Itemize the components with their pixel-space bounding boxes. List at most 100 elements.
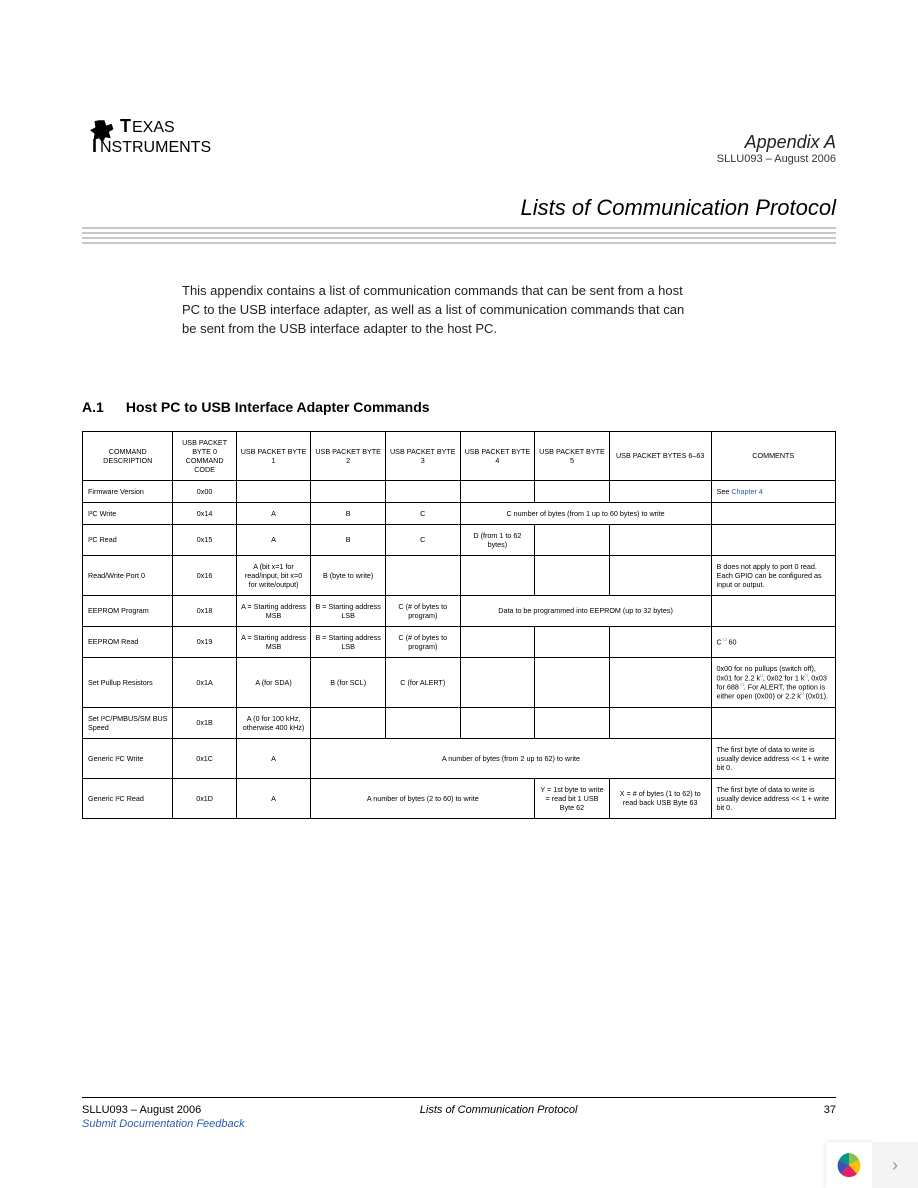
intro-paragraph: This appendix contains a list of communi… [182, 282, 696, 339]
table-cell: The first byte of data to write is usual… [711, 778, 835, 818]
color-logo-icon [826, 1142, 872, 1188]
table-header-cell: COMMAND DESCRIPTION [83, 431, 173, 480]
table-row: I²C Write0x14ABCC number of bytes (from … [83, 502, 836, 524]
table-row: EEPROM Program0x18A = Starting address M… [83, 595, 836, 626]
table-cell [460, 707, 535, 738]
table-cell [460, 555, 535, 595]
table-cell: 0x18 [173, 595, 236, 626]
table-cell: C □ 60 [711, 626, 835, 657]
table-cell: EEPROM Program [83, 595, 173, 626]
table-cell: C (# of bytes to program) [385, 595, 460, 626]
table-cell [535, 555, 610, 595]
table-cell: 0x1A [173, 657, 236, 707]
table-cell [609, 555, 711, 595]
table-cell: 0x15 [173, 524, 236, 555]
table-cell: Read/Write Port 0 [83, 555, 173, 595]
title-rules [82, 227, 836, 244]
table-cell: 0x00 for no pullups (switch off), 0x01 f… [711, 657, 835, 707]
table-cell [609, 657, 711, 707]
table-cell [535, 524, 610, 555]
table-cell: B = Starting address LSB [311, 626, 386, 657]
footer-left: SLLU093 – August 2006 [82, 1104, 201, 1116]
table-cell [311, 480, 386, 502]
table-cell: C (for ALERT) [385, 657, 460, 707]
doc-id: SLLU093 – August 2006 [717, 153, 836, 165]
table-cell [311, 707, 386, 738]
table-cell [609, 480, 711, 502]
page-header: T EXAS I NSTRUMENTS Appendix A SLLU093 –… [82, 110, 836, 165]
table-cell [385, 555, 460, 595]
next-page-button[interactable]: › [872, 1142, 918, 1188]
table-row: I²C Read0x15ABCD (from 1 to 62 bytes) [83, 524, 836, 555]
table-cell: 0x1D [173, 778, 236, 818]
table-cell: A [236, 778, 311, 818]
ti-logo: T EXAS I NSTRUMENTS [82, 110, 252, 165]
table-cell: A (bit x=1 for read/input, bit x=0 for w… [236, 555, 311, 595]
table-row: EEPROM Read0x19A = Starting address MSBB… [83, 626, 836, 657]
table-cell: A number of bytes (from 2 up to 62) to w… [311, 738, 711, 778]
table-cell: D (from 1 to 62 bytes) [460, 524, 535, 555]
table-cell [535, 707, 610, 738]
table-cell: EEPROM Read [83, 626, 173, 657]
table-header-cell: USB PACKET BYTES 6–63 [609, 431, 711, 480]
table-cell: B (byte to write) [311, 555, 386, 595]
table-cell: A number of bytes (2 to 60) to write [311, 778, 535, 818]
table-cell: 0x14 [173, 502, 236, 524]
table-cell: A [236, 738, 311, 778]
table-header-cell: USB PACKET BYTE 5 [535, 431, 610, 480]
svg-text:T: T [120, 116, 131, 136]
table-cell: A [236, 524, 311, 555]
table-cell [609, 626, 711, 657]
table-cell: See Chapter 4 [711, 480, 835, 502]
table-cell: Firmware Version [83, 480, 173, 502]
table-cell: B (for SCL) [311, 657, 386, 707]
table-cell: A [236, 502, 311, 524]
table-cell [236, 480, 311, 502]
table-cell [385, 480, 460, 502]
section-title: Host PC to USB Interface Adapter Command… [126, 399, 430, 415]
table-cell: The first byte of data to write is usual… [711, 738, 835, 778]
table-header-cell: USB PACKET BYTE 4 [460, 431, 535, 480]
table-cell [460, 480, 535, 502]
table-header-cell: COMMENTS [711, 431, 835, 480]
table-cell: Set I²C/PMBUS/SM BUS Speed [83, 707, 173, 738]
table-cell: Y = 1st byte to write = read bit 1 USB B… [535, 778, 610, 818]
table-cell: C [385, 502, 460, 524]
table-cell: 0x19 [173, 626, 236, 657]
table-cell: B [311, 502, 386, 524]
table-cell [535, 657, 610, 707]
table-cell [711, 707, 835, 738]
section-heading: A.1 Host PC to USB Interface Adapter Com… [82, 399, 836, 415]
footer-mid: Lists of Communication Protocol [420, 1104, 578, 1116]
table-cell [609, 524, 711, 555]
svg-text:EXAS: EXAS [132, 119, 175, 136]
table-cell: 0x1C [173, 738, 236, 778]
table-cell: C (# of bytes to program) [385, 626, 460, 657]
table-row: Set Pullup Resistors0x1AA (for SDA)B (fo… [83, 657, 836, 707]
page-footer: SLLU093 – August 2006 Lists of Communica… [82, 1097, 836, 1130]
table-cell [711, 595, 835, 626]
table-cell: Set Pullup Resistors [83, 657, 173, 707]
table-cell: I²C Write [83, 502, 173, 524]
table-cell: A = Starting address MSB [236, 595, 311, 626]
table-cell: I²C Read [83, 524, 173, 555]
table-row: Generic I²C Write0x1CAA number of bytes … [83, 738, 836, 778]
corner-widget: › [826, 1142, 918, 1188]
table-cell [535, 626, 610, 657]
table-cell: B = Starting address LSB [311, 595, 386, 626]
section-number: A.1 [82, 399, 122, 415]
table-cell [460, 626, 535, 657]
feedback-link[interactable]: Submit Documentation Feedback [82, 1118, 836, 1130]
table-cell: X = # of bytes (1 to 62) to read back US… [609, 778, 711, 818]
svg-text:I: I [92, 136, 97, 156]
table-cell: 0x00 [173, 480, 236, 502]
table-cell [535, 480, 610, 502]
table-cell [460, 657, 535, 707]
table-cell: B does not apply to port 0 read. Each GP… [711, 555, 835, 595]
table-row: Set I²C/PMBUS/SM BUS Speed0x1BA (0 for 1… [83, 707, 836, 738]
table-row: Read/Write Port 00x16A (bit x=1 for read… [83, 555, 836, 595]
table-cell: Generic I²C Write [83, 738, 173, 778]
table-header-cell: USB PACKET BYTE 1 [236, 431, 311, 480]
appendix-label: Appendix A [717, 132, 836, 153]
table-header-cell: USB PACKET BYTE 2 [311, 431, 386, 480]
